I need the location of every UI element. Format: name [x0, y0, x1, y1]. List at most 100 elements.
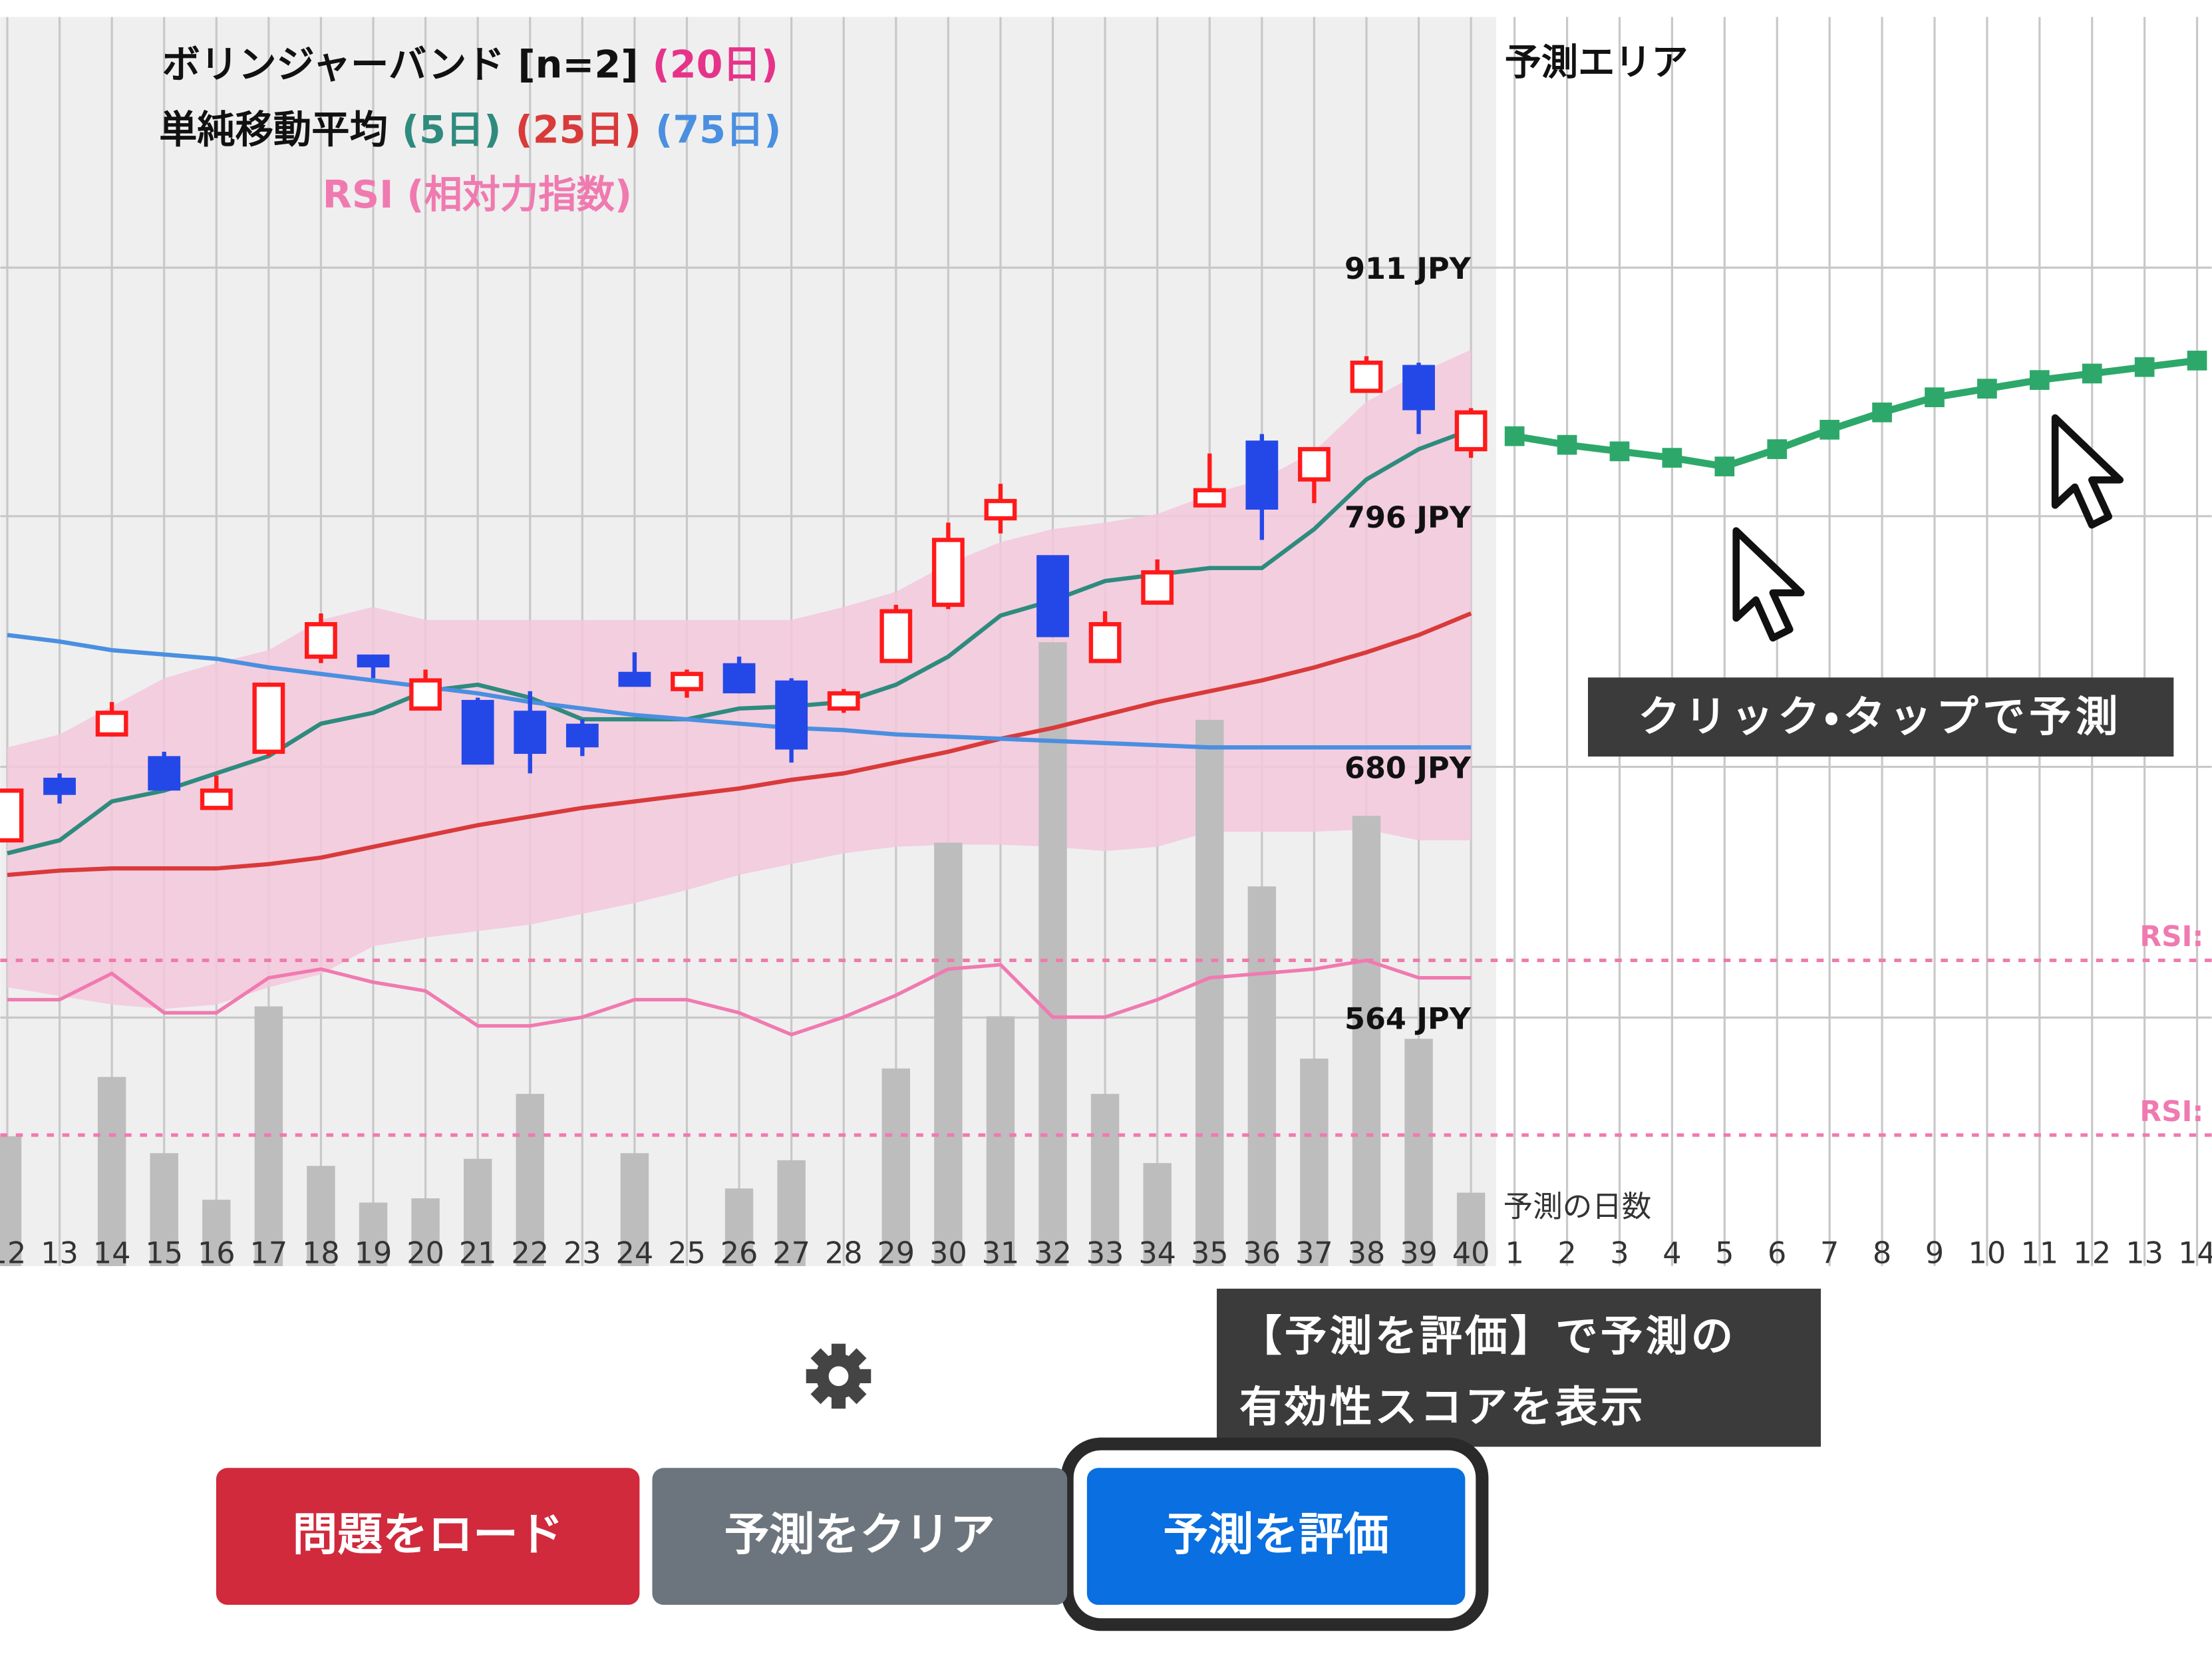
prediction-point[interactable] [1925, 387, 1945, 407]
title-text: ボリンジャーバンド [n=2] [162, 43, 639, 87]
prediction-point[interactable] [1819, 420, 1839, 440]
candle-body [1245, 440, 1279, 510]
candle-body [0, 788, 24, 843]
volume-bar [411, 1198, 440, 1266]
moving-average-line [7, 611, 1472, 878]
rsi-level-label: RSI: [2139, 1096, 2203, 1128]
chart-title: ボリンジャーバンド [n=2] (20日) [162, 43, 778, 87]
prediction-point[interactable] [1872, 403, 1892, 422]
cursor-icon [2051, 414, 2124, 529]
x-tick-label: 8 [1873, 1236, 1891, 1271]
x-tick-label: 21 [459, 1236, 497, 1271]
x-tick-label: 20 [406, 1236, 444, 1271]
candle-body [1402, 365, 1435, 411]
x-tick-label: 30 [929, 1236, 967, 1271]
candle-body [357, 654, 390, 668]
candle-body [984, 498, 1017, 521]
x-tick-label: 27 [772, 1236, 810, 1271]
tooltip-box [1587, 677, 2174, 757]
prediction-point[interactable] [1557, 434, 1577, 455]
prediction-point[interactable] [1609, 441, 1630, 462]
volume-bar [1038, 642, 1067, 1266]
x-tick-label: 28 [825, 1236, 863, 1271]
prediction-point[interactable] [1504, 426, 1525, 446]
highlight-inner [1074, 1452, 1476, 1617]
candle-body [252, 682, 285, 754]
button[interactable] [216, 1468, 640, 1605]
candle-body [1088, 622, 1122, 663]
tooltip-text: 【予測を評価】で予測の [1239, 1312, 1736, 1361]
legend-entry: (75日) [655, 107, 781, 152]
volume-bar [307, 1166, 335, 1266]
x-tick-label: 12 [2073, 1236, 2111, 1271]
candle-body [514, 711, 547, 754]
x-tick-label: 33 [1086, 1236, 1124, 1271]
prediction-point[interactable] [2082, 363, 2102, 384]
volume-bar [150, 1153, 178, 1266]
x-tick-label: 38 [1348, 1236, 1386, 1271]
prediction-axis-label: 予測の日数 [1503, 1190, 1652, 1224]
prediction-point[interactable] [1977, 379, 1997, 399]
button-label[interactable]: 予測を評価 [1163, 1508, 1388, 1561]
x-tick-label: 3 [1610, 1236, 1629, 1271]
volume-bar [1247, 886, 1277, 1266]
volume-bar [724, 1188, 754, 1266]
x-tick-label: 26 [720, 1236, 758, 1271]
tooltip-text: 有効性スコアを表示 [1239, 1383, 1646, 1432]
moving-average-line [7, 633, 1472, 750]
candle-body [409, 678, 442, 711]
prediction-point[interactable] [1714, 456, 1735, 476]
candle-body [1036, 555, 1069, 637]
x-tick-label: 32 [1034, 1236, 1072, 1271]
candle-body [1454, 410, 1488, 452]
candle-body [305, 622, 337, 659]
x-tick-label: 2 [1557, 1236, 1576, 1271]
moving-average-line [7, 427, 1472, 856]
y-tick-label: 796 JPY [1344, 500, 1472, 535]
prediction-point[interactable] [2134, 357, 2155, 377]
x-tick-label: 13 [2126, 1236, 2163, 1271]
button-label[interactable]: 問題をロード [293, 1508, 563, 1561]
legend-entry: RSI (相対力指数) [323, 172, 632, 217]
y-tick-label: 911 JPY [1344, 251, 1472, 286]
tooltip-box [1217, 1288, 1821, 1447]
x-tick-label: 25 [668, 1236, 706, 1271]
gear-hole [828, 1366, 849, 1387]
x-tick-label: 12 [0, 1236, 26, 1271]
candle-body [95, 711, 128, 737]
candle-body [931, 538, 965, 607]
volume-bar [359, 1202, 388, 1266]
x-tick-label: 37 [1295, 1236, 1333, 1271]
prediction-point[interactable] [1767, 439, 1788, 459]
button-label[interactable]: 予測をクリア [724, 1508, 995, 1561]
volume-bar [0, 1136, 22, 1266]
candle-body [618, 671, 651, 687]
settings-icon[interactable] [806, 1343, 871, 1409]
prediction-point[interactable] [2029, 370, 2050, 391]
rsi-level-label: RSI: [2139, 921, 2203, 953]
x-tick-label: 31 [982, 1236, 1020, 1271]
chart-subtitle: 単純移動平均 (5日) (25日) (75日) [159, 107, 781, 152]
candle-body [722, 663, 756, 694]
x-tick-label: 5 [1715, 1236, 1734, 1271]
x-tick-label: 4 [1662, 1236, 1681, 1271]
volume-bar [1456, 1192, 1486, 1266]
volume-bar [202, 1200, 231, 1266]
button[interactable] [652, 1468, 1068, 1605]
x-tick-label: 23 [563, 1236, 601, 1271]
prediction-point[interactable] [2187, 351, 2207, 371]
candle-body [879, 609, 913, 663]
legend-entry: (25日) [516, 107, 641, 152]
volume-bar [777, 1160, 806, 1266]
x-tick-label: 36 [1243, 1236, 1281, 1271]
candle-body [1141, 570, 1174, 605]
candle-body [200, 788, 233, 810]
prediction-point[interactable] [1662, 448, 1682, 468]
x-tick-label: 35 [1191, 1236, 1229, 1271]
x-tick-label: 34 [1138, 1236, 1176, 1271]
volume-bar [516, 1094, 544, 1266]
button[interactable] [1086, 1468, 1466, 1605]
candle-body [775, 680, 808, 750]
